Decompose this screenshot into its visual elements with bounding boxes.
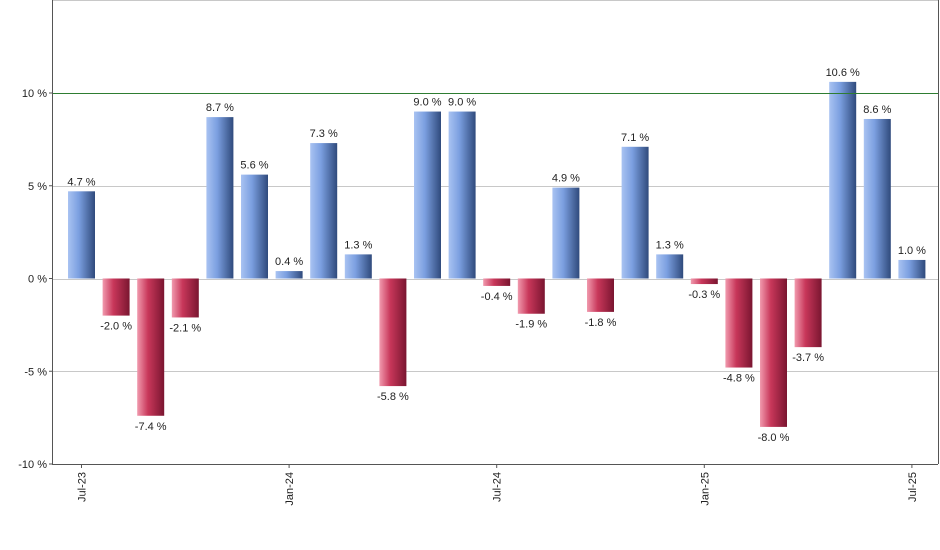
bar-value-label: 7.1 % xyxy=(621,132,649,144)
bar-positive: Sep-24: 4.9 % xyxy=(552,187,580,279)
bar-negative: Oct-24: -1.8 % xyxy=(587,278,614,312)
bar-value-label: 1.3 % xyxy=(344,239,372,251)
bar-value-label: 8.7 % xyxy=(206,102,234,114)
bar-value-label: -3.7 % xyxy=(792,352,824,364)
y-tick-label: -10 % xyxy=(18,459,47,471)
bar-value-label: 8.6 % xyxy=(863,104,891,116)
bar-negative: Feb-25: -4.8 % xyxy=(725,278,753,368)
y-tick-label: 10 % xyxy=(22,88,47,100)
bar-positive: May-25: 10.6 % xyxy=(829,81,857,279)
bar-negative: Sep-23: -7.4 % xyxy=(137,278,165,416)
bar-negative: Aug-23: -2.0 % xyxy=(102,278,130,316)
bar-value-label: -2.0 % xyxy=(100,321,132,333)
bar-positive: Nov-24: 7.1 % xyxy=(621,146,649,279)
bar-positive: Jun-24: 9.0 % xyxy=(448,111,476,279)
bar-negative: Mar-25: -8.0 % xyxy=(760,278,787,427)
x-tick-label: Jul-24 xyxy=(492,472,504,502)
gridlines xyxy=(52,0,938,372)
bar-positive: Jul-25: 1.0 % xyxy=(898,259,926,279)
bar-value-label: -2.1 % xyxy=(169,322,201,334)
x-tick-label: Jul-23 xyxy=(77,472,89,502)
bars: Jul-23: 4.7 % Aug-23: -2.0 %Sep-23: -7.4 … xyxy=(68,81,926,427)
bar-value-label: 1.3 % xyxy=(656,239,684,251)
bar-negative: Aug-24: -1.9 % xyxy=(517,278,545,314)
value-labels: 4.7 % -2.0 % -7.4 % -2.1 % 8.7 % 5.6 % 0.4 % 7.… xyxy=(67,67,926,444)
bar-positive: Dec-24: 1.3 % xyxy=(656,254,684,279)
x-tick-label: Jul-25 xyxy=(907,472,919,502)
bar-value-label: -0.3 % xyxy=(688,289,720,301)
bar-value-label: 4.7 % xyxy=(67,176,95,188)
x-tick-label: Jan-24 xyxy=(284,472,296,506)
bar-value-label: 1.0 % xyxy=(898,245,926,257)
bar-value-label: -4.8 % xyxy=(723,373,755,385)
bar-value-label: 7.3 % xyxy=(310,128,338,140)
bar-value-label: 10.6 % xyxy=(826,67,860,79)
bar-value-label: 9.0 % xyxy=(413,97,441,109)
bar-value-label: 9.0 % xyxy=(448,97,476,109)
bar-value-label: 4.9 % xyxy=(552,173,580,185)
bar-positive: Nov-23: 8.7 % xyxy=(206,117,234,279)
bar-value-label: -0.4 % xyxy=(481,291,513,303)
y-tick-label: 0 % xyxy=(28,274,47,286)
bar-positive: May-24: 9.0 % xyxy=(414,111,441,279)
bar-positive: Jun-25: 8.6 % xyxy=(863,118,891,279)
y-tick-label: -5 % xyxy=(24,366,47,378)
bar-negative: Jul-24: -0.4 % xyxy=(483,278,511,286)
y-tick-label: 5 % xyxy=(28,181,47,193)
bar-positive: Jul-23: 4.7 % xyxy=(68,191,95,279)
bar-value-label: -7.4 % xyxy=(135,421,167,433)
bar-value-label: -1.9 % xyxy=(515,319,547,331)
bar-value-label: 0.4 % xyxy=(275,256,303,268)
bar-positive: Feb-24: 7.3 % xyxy=(310,143,338,279)
bar-negative: Jan-25: -0.3 % xyxy=(690,278,718,285)
bar-negative: Apr-24: -5.8 % xyxy=(379,278,407,387)
bar-value-label: -1.8 % xyxy=(585,317,617,329)
bar-positive: Mar-24: 1.3 % xyxy=(344,254,372,279)
axes: -10 % -5 % 0 % 5 % 10 % Jul-23 Jan-24 Jul-24 Jan… xyxy=(18,0,939,506)
bar-negative: Oct-23: -2.1 % xyxy=(171,278,199,318)
x-tick-label: Jan-25 xyxy=(699,472,711,506)
bar-negative: Apr-25: -3.7 % xyxy=(794,278,822,348)
bar-value-label: -8.0 % xyxy=(758,432,790,444)
bar-value-label: -5.8 % xyxy=(377,391,409,403)
bar-positive: Jan-24: 0.4 % xyxy=(275,271,303,279)
bar-value-label: 5.6 % xyxy=(240,160,268,172)
bar-positive: Dec-23: 5.6 % xyxy=(241,174,268,279)
